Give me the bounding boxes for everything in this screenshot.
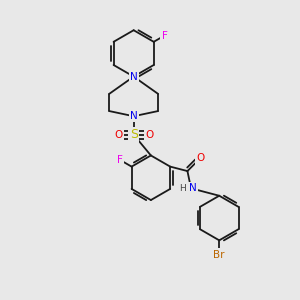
Text: F: F bbox=[162, 31, 167, 40]
Text: N: N bbox=[130, 111, 137, 121]
Text: H: H bbox=[180, 184, 186, 193]
Text: Br: Br bbox=[214, 250, 225, 260]
Text: O: O bbox=[196, 153, 204, 163]
Text: F: F bbox=[117, 155, 123, 165]
Text: O: O bbox=[114, 130, 122, 140]
Text: N: N bbox=[130, 72, 137, 82]
Text: S: S bbox=[130, 128, 138, 141]
Text: O: O bbox=[145, 130, 153, 140]
Text: N: N bbox=[189, 183, 196, 193]
